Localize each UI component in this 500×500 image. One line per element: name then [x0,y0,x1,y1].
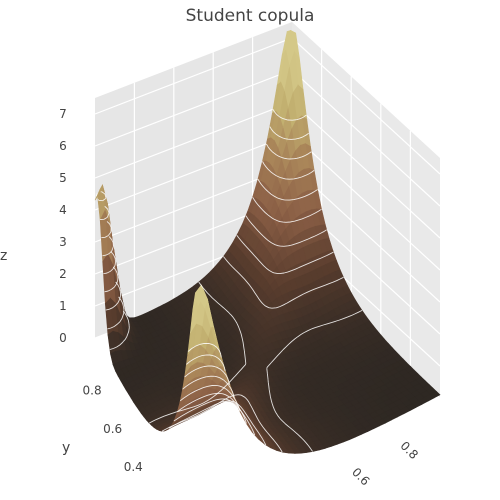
contour-line [103,196,322,424]
contour-line [109,281,363,452]
surface [94,29,441,454]
y-tick-label: 0.6 [103,422,122,436]
contour-line [104,215,327,436]
contour-line [107,256,344,453]
z-tick-label: 6 [59,139,67,153]
z-tick-label: 2 [59,267,67,281]
z-tick-label: 3 [59,235,67,249]
contour-line [100,143,312,385]
z-tick-label: 0 [59,331,67,345]
contour-line [101,161,315,399]
contour-line [187,109,307,358]
z-tick-label: 5 [59,171,67,185]
back-wall-right [292,22,440,398]
chart-title: Student copula [186,6,315,26]
x-tick-label: 0.8 [397,439,420,462]
z-tick-label: 1 [59,299,67,313]
z-tick-label: 4 [59,203,67,217]
contour-line [102,178,318,412]
y-axis-label: y [62,440,70,456]
y-tick-label: 0.8 [83,383,102,397]
contour-line [95,126,309,372]
x-tick-label: 0.6 [349,465,372,488]
contour-line [105,235,334,446]
contour-lines [95,109,363,453]
z-tick-label: 7 [59,107,67,121]
y-tick-label: 0.4 [124,460,143,474]
z-axis-label: z [0,248,7,264]
